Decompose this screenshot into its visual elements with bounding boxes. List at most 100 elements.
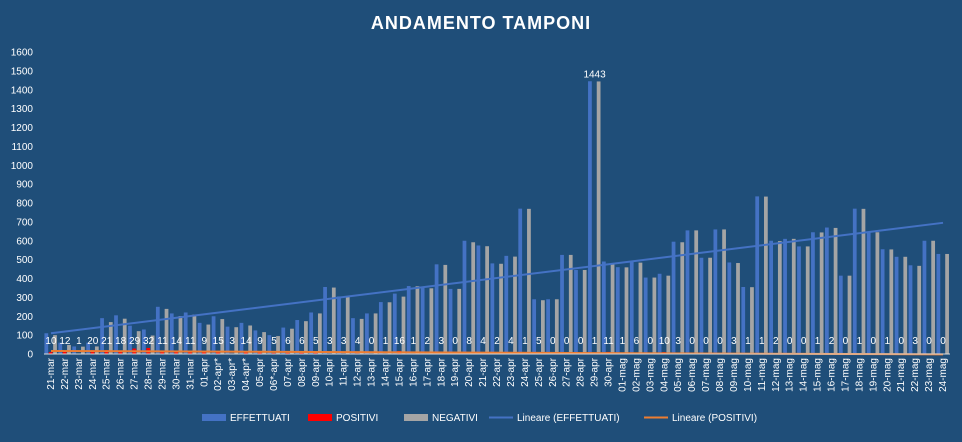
positivi-data-label: 9: [202, 336, 208, 347]
bar-negativi: [652, 277, 657, 354]
positivi-data-label: 1: [857, 336, 863, 347]
bar-effettuati: [727, 262, 732, 354]
bar-negativi: [889, 249, 894, 354]
positivi-data-label: 3: [229, 336, 235, 347]
bar-effettuati: [741, 286, 746, 354]
positivi-data-label: 3: [912, 336, 918, 347]
positivi-data-label: 1: [620, 336, 626, 347]
x-tick-label: 07-mag: [701, 358, 712, 392]
x-tick-label: 22-mar: [60, 357, 71, 389]
bar-effettuati: [866, 232, 871, 354]
bar-negativi: [777, 241, 782, 354]
x-tick-label: 21-mar: [46, 357, 57, 389]
bar-negativi: [401, 296, 406, 354]
bar-effettuati: [100, 318, 104, 354]
positivi-data-label: 9: [257, 336, 263, 347]
positivi-data-label: 0: [801, 336, 807, 347]
x-tick-label: 15-apr: [394, 357, 405, 387]
x-tick-label: 30-mar: [171, 357, 182, 389]
x-tick-label: 23-apr: [506, 357, 517, 387]
positivi-data-label: 3: [341, 336, 347, 347]
y-tick-label: 1000: [11, 161, 34, 172]
x-tick-label: 03-apr*: [227, 358, 238, 391]
bar-effettuati: [295, 320, 300, 354]
bar-effettuati: [685, 230, 690, 354]
y-tick-label: 1500: [11, 66, 34, 77]
bar-effettuati: [434, 264, 439, 354]
positivi-data-label: 11: [603, 336, 614, 347]
x-tick-label: 02-apr*: [213, 358, 224, 391]
positivi-data-label: 1: [745, 336, 751, 347]
bar-negativi: [819, 232, 824, 354]
bar-effettuati: [448, 288, 453, 354]
positivi-data-label: 0: [578, 336, 584, 347]
bar-negativi: [359, 318, 364, 354]
bar-negativi: [248, 325, 253, 354]
y-tick-label: 1600: [11, 48, 34, 59]
bar-effettuati: [476, 245, 481, 354]
bar-effettuati: [309, 312, 314, 354]
legend-label: NEGATIVI: [432, 413, 478, 424]
bar-positivi: [257, 352, 262, 354]
positivi-data-label: 0: [926, 336, 932, 347]
bar-negativi: [596, 81, 601, 354]
x-tick-label: 08-mag: [715, 358, 726, 392]
x-tick-label: 30-apr: [604, 357, 615, 387]
bar-effettuati: [44, 333, 49, 354]
positivi-data-label: 0: [787, 336, 793, 347]
x-tick-label: 03-mag: [645, 358, 656, 392]
legend: EFFETTUATI POSITIVI NEGATIVI Lineare (EFFET…: [202, 413, 757, 424]
bar-positivi: [285, 352, 290, 354]
bar-effettuati: [378, 302, 383, 354]
positivi-data-label: 6: [299, 336, 305, 347]
x-tick-label: 27-mar: [130, 357, 141, 389]
positivi-data-label: 5: [536, 336, 542, 347]
x-tick-label: 19-mag: [868, 358, 879, 392]
positivi-data-label: 4: [480, 336, 486, 347]
x-tick-label: 08-apr: [297, 357, 308, 387]
bar-negativi: [694, 230, 699, 354]
bar-negativi: [471, 242, 476, 354]
bar-negativi: [443, 264, 448, 354]
trendline: [50, 221, 944, 335]
bar-negativi: [931, 240, 936, 354]
legend-label: EFFETTUATI: [230, 413, 290, 424]
bar-negativi: [220, 319, 225, 354]
positivi-data-label: 0: [717, 336, 723, 347]
y-tick-label: 900: [16, 180, 33, 191]
chart-title: ANDAMENTO TAMPONI: [371, 13, 591, 33]
bar-negativi: [582, 270, 587, 354]
bar-negativi: [638, 262, 643, 354]
bar-effettuati: [908, 265, 913, 354]
bar-effettuati: [128, 325, 132, 354]
y-tick-label: 300: [16, 293, 33, 304]
bar-negativi: [805, 246, 810, 354]
y-axis: 0 100 200 300 400 500 600 700 800 900 1000 1100 1200…: [11, 48, 34, 361]
bar-negativi: [791, 238, 796, 354]
positivi-data-label: 1: [411, 336, 417, 347]
bar-effettuati: [462, 240, 467, 354]
x-tick-label: 14-apr: [380, 357, 391, 387]
bar-negativi: [750, 287, 754, 354]
positivi-data-label: 3: [438, 336, 444, 347]
positivi-data-label: 14: [241, 336, 253, 347]
bar-negativi: [150, 335, 155, 354]
x-tick-label: 23-mar: [74, 357, 85, 389]
bar-effettuati: [671, 241, 676, 354]
bar-negativi: [540, 300, 545, 354]
bar-negativi: [680, 242, 685, 354]
x-tick-label: 16-apr: [408, 357, 419, 387]
bar-positivi: [174, 351, 178, 354]
bar-negativi: [53, 335, 57, 355]
annotation-label: 1443: [583, 69, 606, 80]
bar-effettuati: [365, 313, 369, 354]
legend-swatch: [202, 414, 226, 421]
bar-effettuati: [797, 246, 801, 354]
bar-effettuati: [323, 286, 327, 354]
positivi-data-label: 1: [592, 336, 598, 347]
x-tick-label: 14-mag: [799, 358, 810, 392]
bar-positivi: [118, 350, 123, 354]
bar-negativi: [764, 196, 768, 354]
positivi-data-label: 18: [115, 336, 127, 347]
bar-effettuati: [169, 313, 174, 354]
